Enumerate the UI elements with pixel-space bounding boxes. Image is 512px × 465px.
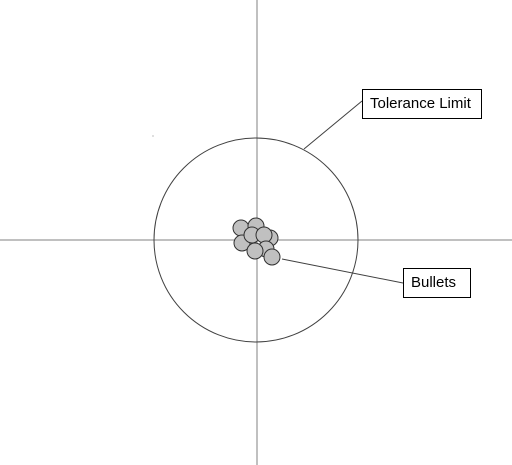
- bullet-hole: [255, 226, 273, 244]
- stray-dot: [152, 135, 154, 137]
- tolerance-limit-label: Tolerance Limit: [362, 89, 482, 119]
- bullet-cluster: [232, 217, 281, 266]
- bullets-label: Bullets: [403, 268, 471, 298]
- tolerance-leader-line: [303, 100, 363, 150]
- bullet-hole: [246, 242, 264, 260]
- bullet-hole: [263, 248, 281, 266]
- tolerance-circle: [153, 137, 359, 343]
- bullets-leader-line: [281, 258, 404, 284]
